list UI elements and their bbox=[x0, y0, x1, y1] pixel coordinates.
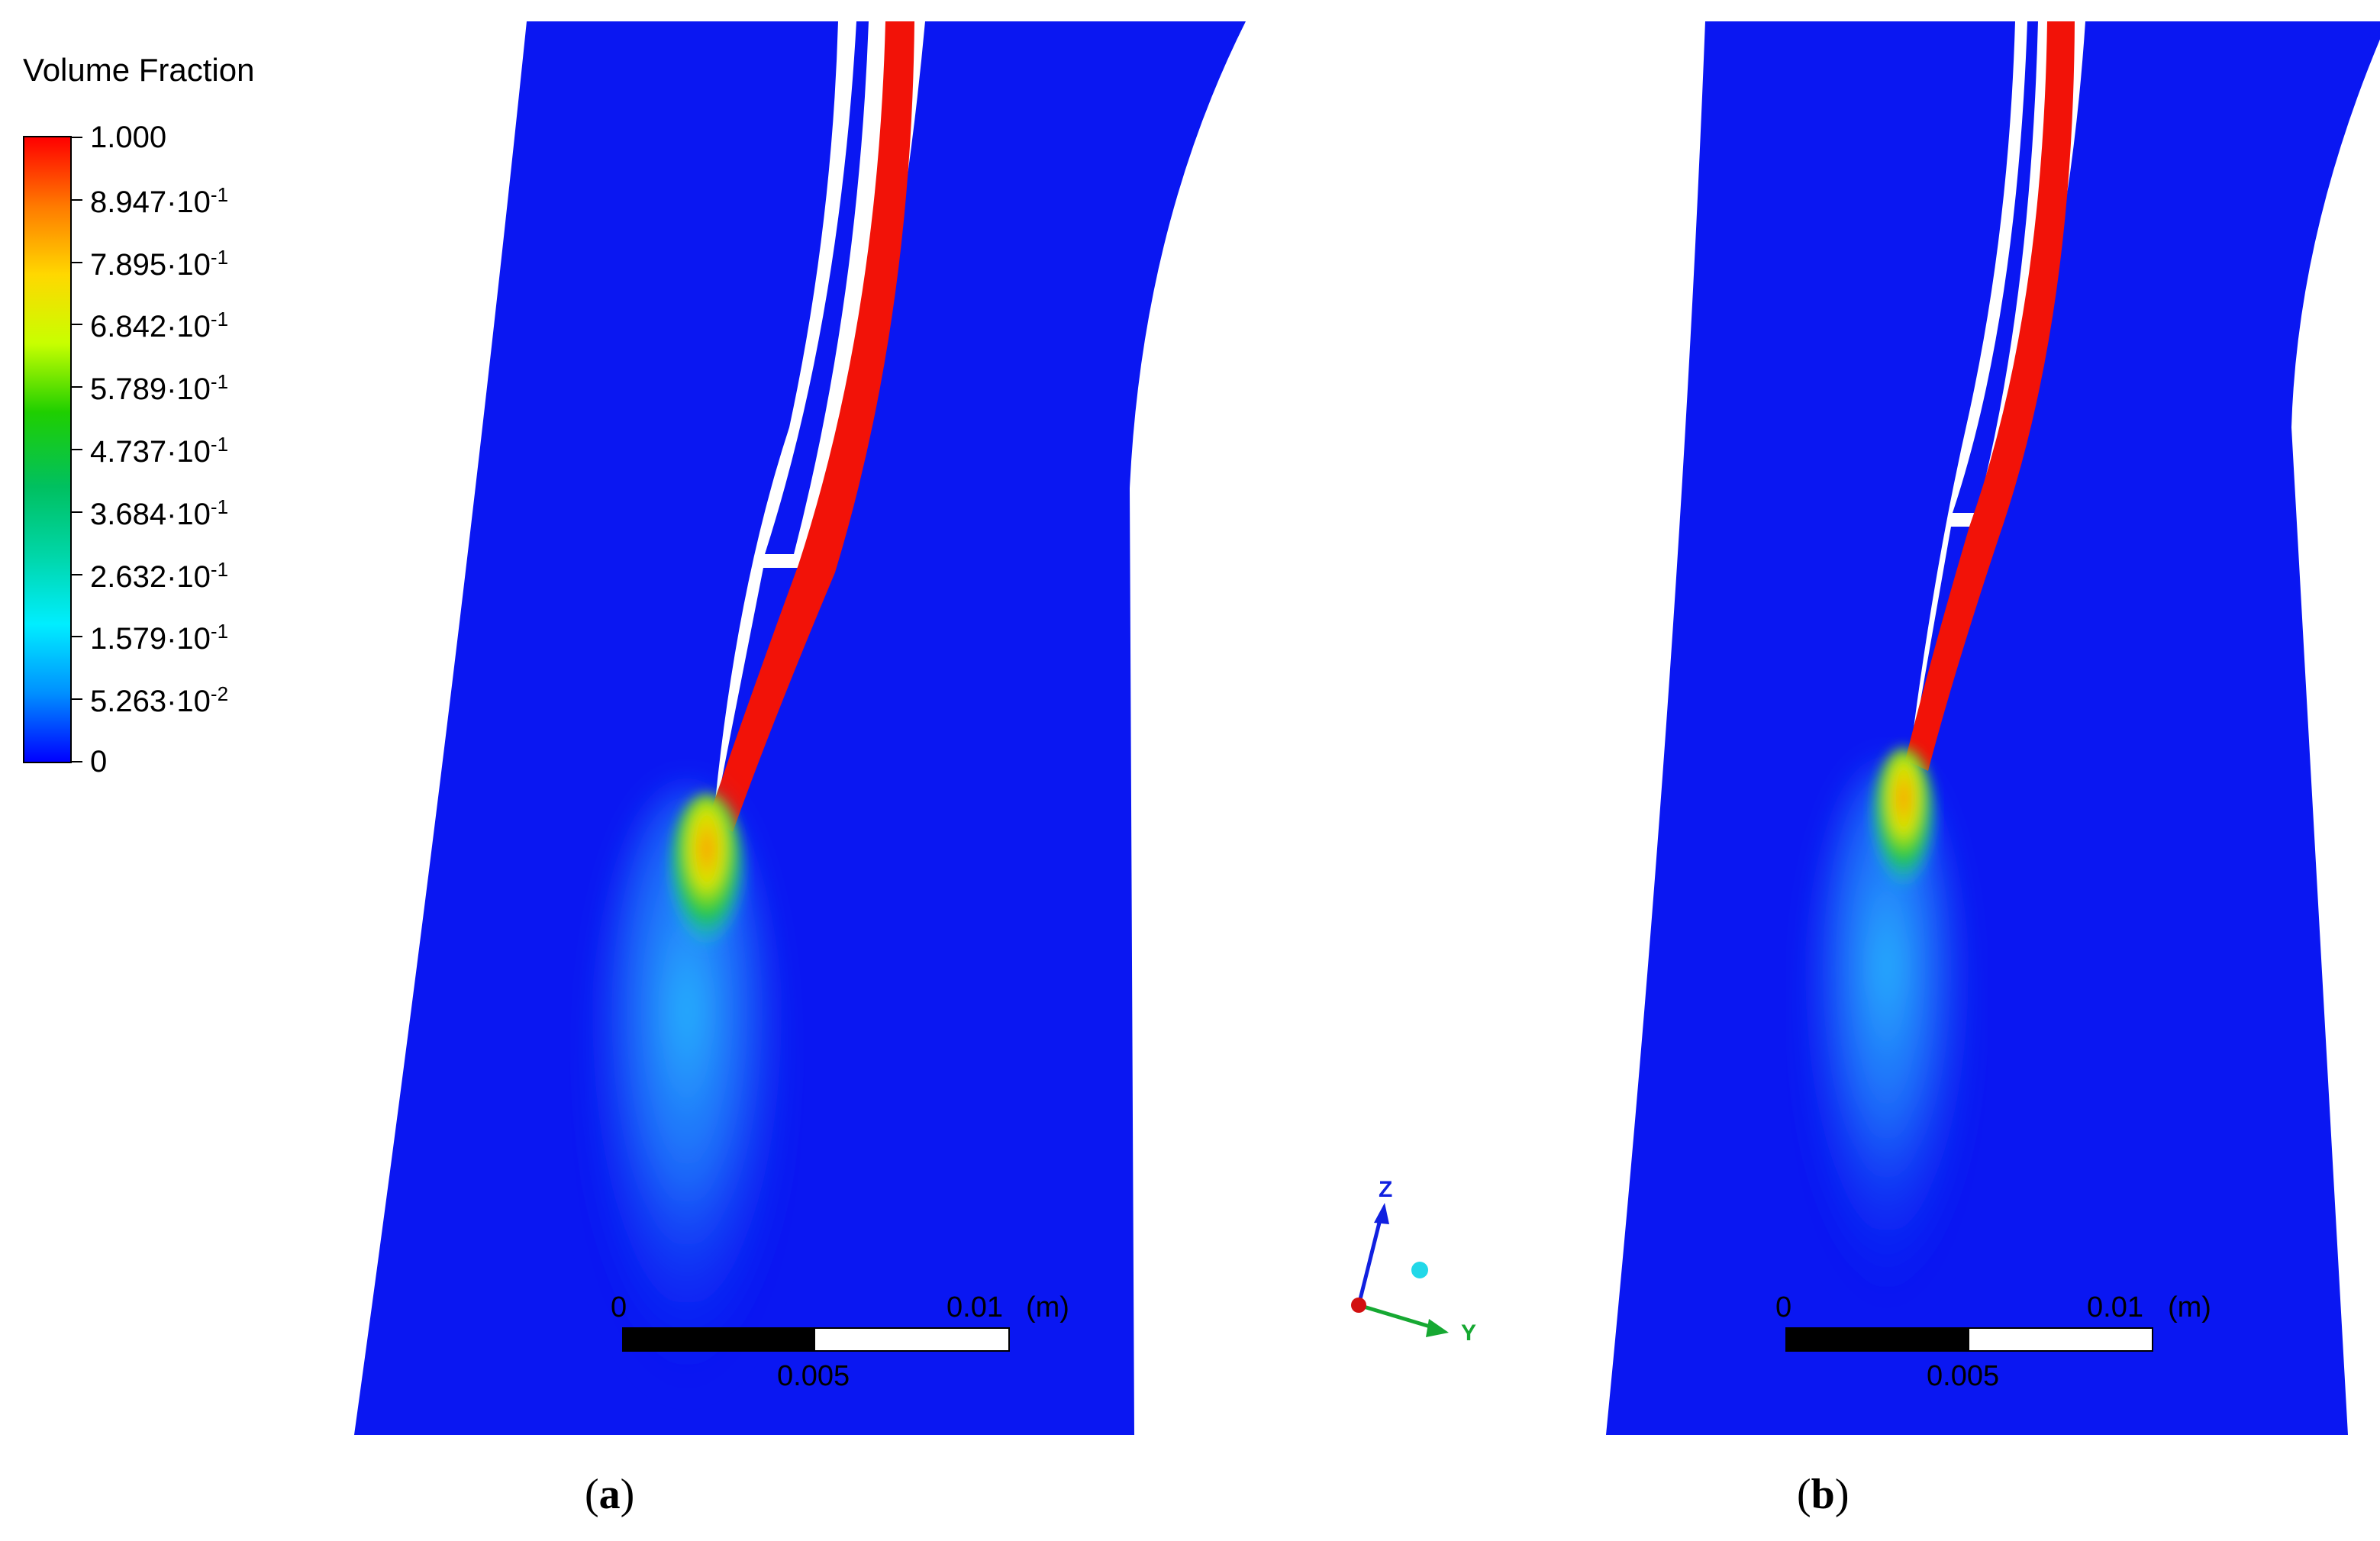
legend-tick-label: 3.684·10-1 bbox=[90, 495, 229, 531]
panel-b-label: (b) bbox=[1797, 1471, 1849, 1518]
legend-tick-mark bbox=[72, 324, 82, 326]
legend-tick-mark bbox=[72, 761, 82, 762]
legend-tick-label: 2.632·10-1 bbox=[90, 557, 229, 594]
panel-b-inner-wall bbox=[1953, 21, 2038, 513]
legend-tick-label: 0 bbox=[90, 745, 108, 779]
panel-b-field bbox=[1606, 21, 2380, 1435]
panel-a-liquid-jet bbox=[708, 21, 914, 832]
panel-a-spray-plume bbox=[588, 786, 786, 1427]
legend-tick-mark bbox=[72, 449, 82, 450]
panel-a-domain bbox=[354, 21, 1246, 1435]
legend-title: Volume Fraction bbox=[23, 52, 255, 88]
panel-a-scale-mid: 0.005 bbox=[777, 1360, 850, 1392]
legend-tick-mark bbox=[72, 573, 82, 575]
legend-tick-label: 4.737·10-1 bbox=[90, 433, 229, 469]
panel-a-scale-unit: (m) bbox=[1026, 1291, 1069, 1323]
panel-b-domain bbox=[1606, 21, 2380, 1435]
legend-tick-label: 5.789·10-1 bbox=[90, 370, 229, 407]
legend-tick-mark bbox=[72, 137, 82, 138]
panel-b-scale-unit: (m) bbox=[2168, 1291, 2211, 1323]
legend-tick-label: 8.947·10-1 bbox=[90, 182, 229, 219]
panel-b-scale-bar bbox=[1785, 1327, 2153, 1352]
panel-a-scale-end: 0.01 bbox=[947, 1291, 1003, 1323]
panel-a-inner-wall bbox=[765, 21, 869, 554]
panel-b-scale-end: 0.01 bbox=[2087, 1291, 2143, 1323]
legend-tick-label: 1.579·10-1 bbox=[90, 620, 229, 656]
legend-tick-mark bbox=[72, 261, 82, 263]
legend-tick-label: 7.895·10-1 bbox=[90, 245, 229, 282]
axis-z-label: Z bbox=[1379, 1177, 1393, 1202]
colorbar bbox=[23, 136, 72, 763]
panel-a-spray-core bbox=[667, 794, 747, 977]
legend-tick-mark bbox=[72, 698, 82, 701]
legend-tick-mark bbox=[72, 511, 82, 513]
panel-a-label: (a) bbox=[585, 1471, 635, 1518]
axis-y-label: Y bbox=[1461, 1320, 1477, 1346]
panel-a-field bbox=[354, 21, 1246, 1435]
legend-tick-mark bbox=[72, 386, 82, 388]
panel-a-scale-start: 0 bbox=[611, 1291, 627, 1323]
legend-tick-mark bbox=[72, 198, 82, 201]
panel-b-scale-mid: 0.005 bbox=[1927, 1360, 2000, 1392]
panel-b-spray-plume bbox=[1803, 763, 1971, 1343]
panel-b-scale-start: 0 bbox=[1775, 1291, 1792, 1323]
legend-tick-label: 1.000 bbox=[90, 121, 167, 154]
legend-tick-label: 6.842·10-1 bbox=[90, 308, 229, 344]
panel-b-liquid-jet bbox=[1905, 21, 2075, 771]
axis-triad bbox=[1351, 1203, 1449, 1337]
legend-tick-label: 5.263·10-2 bbox=[90, 682, 229, 719]
legend-tick-mark bbox=[72, 636, 82, 638]
panel-a-scale-bar bbox=[622, 1327, 1010, 1352]
panel-b-spray-core bbox=[1870, 748, 1937, 916]
